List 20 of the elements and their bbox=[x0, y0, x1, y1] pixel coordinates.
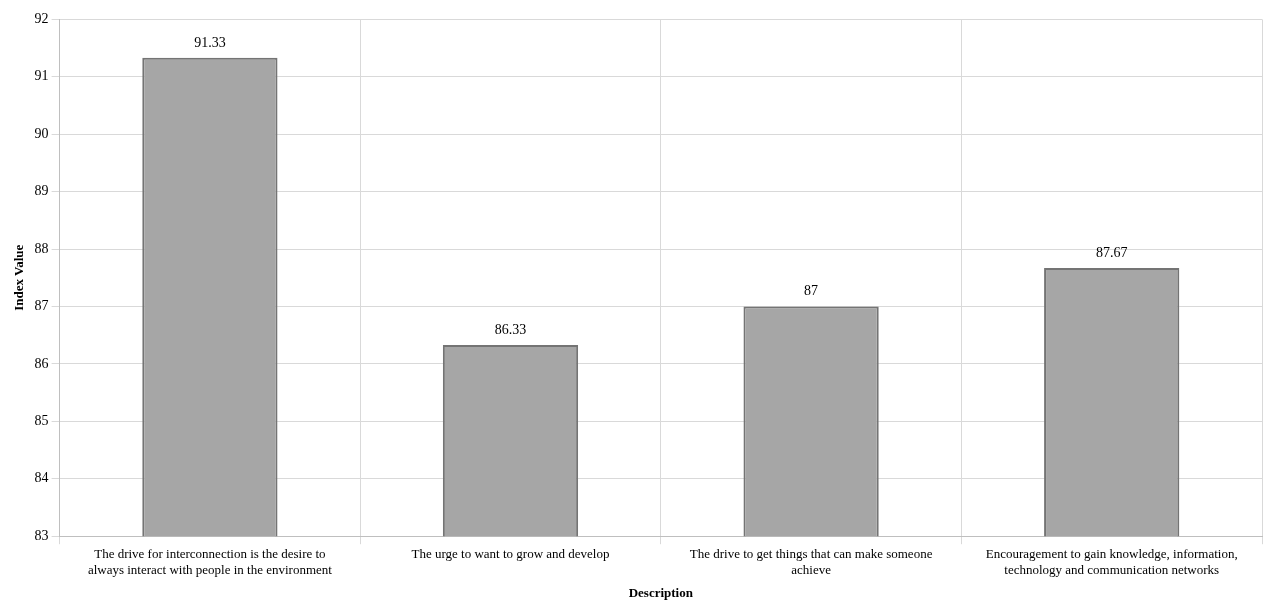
y-tick-label: 91 bbox=[34, 68, 49, 84]
x-tick-label: The drive to get things that can make someone achieve bbox=[689, 546, 933, 578]
data-label: 91.33 bbox=[194, 34, 226, 50]
y-tick-label: 83 bbox=[34, 527, 49, 543]
y-tick-label: 84 bbox=[34, 470, 49, 486]
x-tick-label: Encouragement to gain knowledge, information, technology and communication networks bbox=[985, 546, 1238, 578]
data-label: 87.67 bbox=[1095, 244, 1128, 260]
data-label: 86.33 bbox=[494, 321, 527, 337]
x-axis-title: Description bbox=[628, 584, 694, 600]
y-tick-label: 88 bbox=[34, 240, 49, 256]
x-tick-label: The urge to want to grow and develop bbox=[411, 546, 610, 562]
y-tick-label: 86 bbox=[34, 355, 49, 371]
data-label: 87 bbox=[804, 283, 819, 299]
y-tick-label: 85 bbox=[34, 413, 49, 429]
y-axis-title: Index Value bbox=[11, 244, 27, 311]
y-tick-label: 90 bbox=[34, 125, 49, 141]
y-tick-label: 92 bbox=[34, 11, 49, 27]
x-tick-label: The drive for interconnection is the desire to always interact with people in the environment bbox=[87, 546, 333, 578]
y-tick-label: 87 bbox=[34, 298, 49, 314]
y-tick-label: 89 bbox=[34, 183, 49, 199]
